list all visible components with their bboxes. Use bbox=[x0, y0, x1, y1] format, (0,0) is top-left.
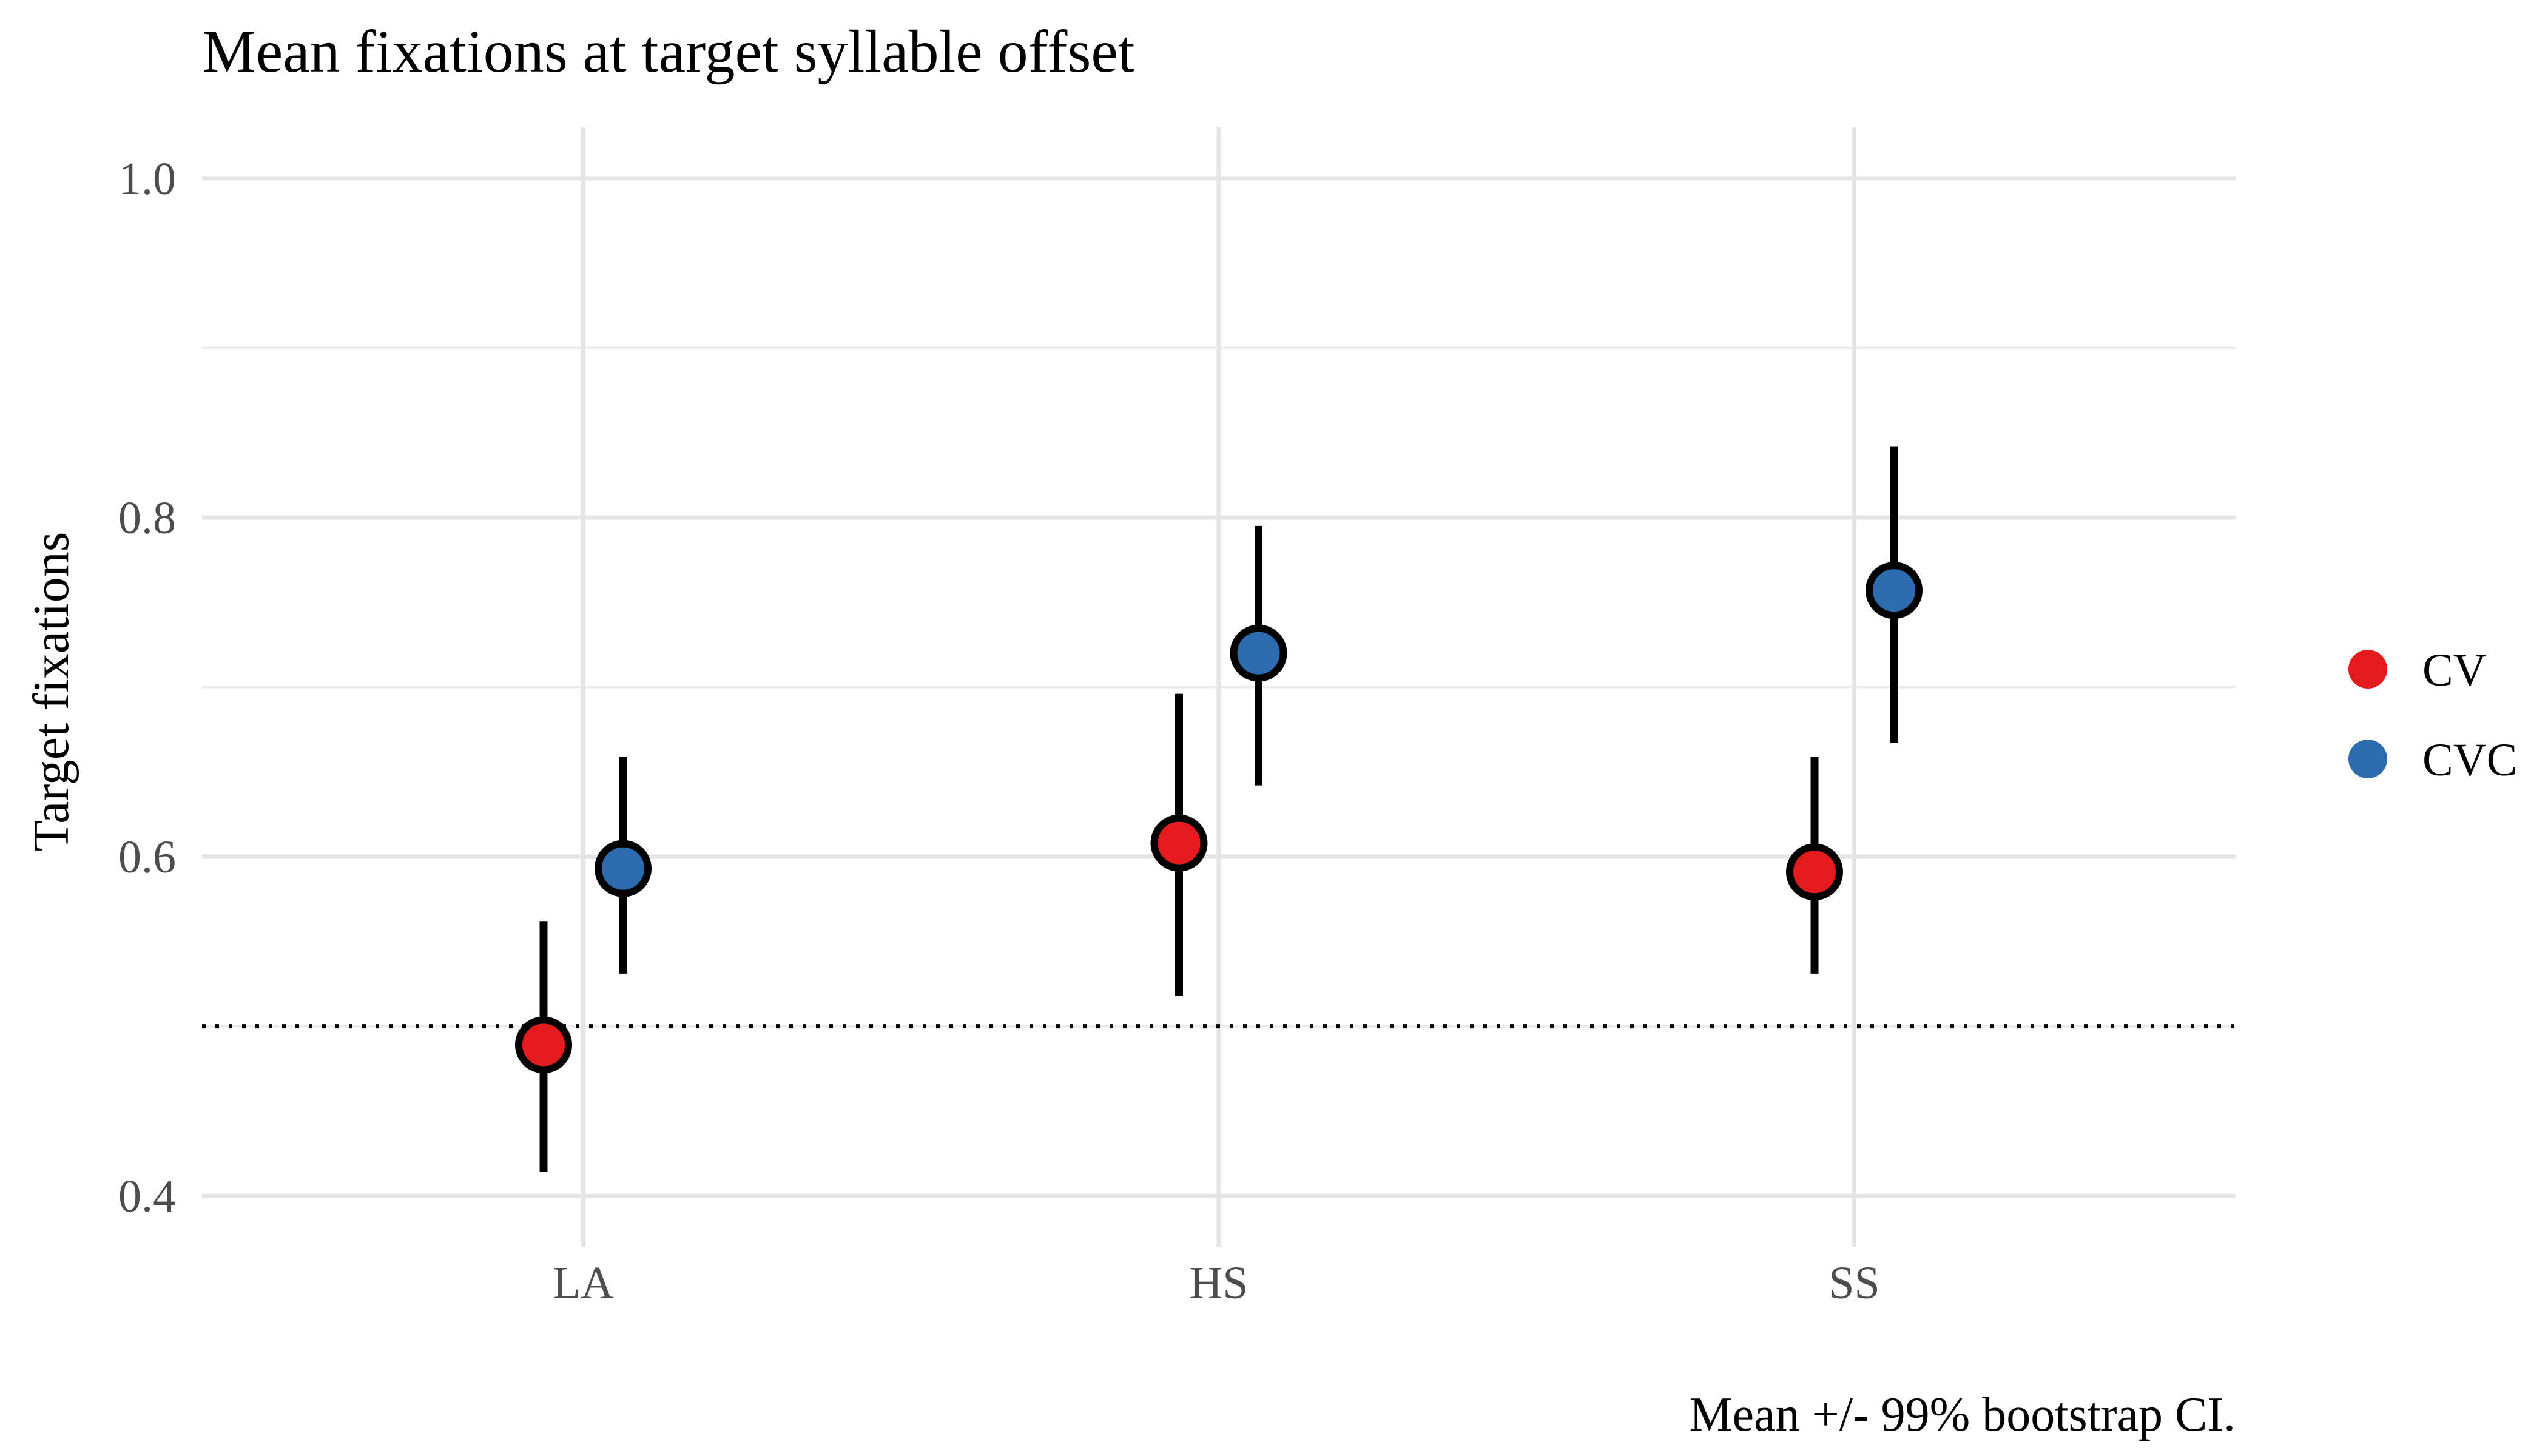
y-tick-label: 0.6 bbox=[118, 832, 176, 883]
legend-marker bbox=[2348, 740, 2387, 778]
x-tick-label: SS bbox=[1828, 1258, 1880, 1309]
chart-title: Mean fixations at target syllable offset bbox=[202, 18, 1135, 85]
y-tick-label: 0.8 bbox=[118, 493, 176, 544]
data-point bbox=[1866, 562, 1923, 619]
legend-marker bbox=[2348, 650, 2387, 689]
legend: CV CVC bbox=[2348, 645, 2517, 786]
legend-label: CVC bbox=[2422, 735, 2517, 786]
y-tick-label: 0.4 bbox=[118, 1171, 176, 1222]
legend-label: CV bbox=[2422, 645, 2487, 696]
x-tick-label: LA bbox=[553, 1258, 614, 1309]
data-point bbox=[515, 1016, 572, 1074]
y-tick-label: 1.0 bbox=[118, 153, 176, 204]
x-tick-label: HS bbox=[1189, 1258, 1248, 1309]
data-point bbox=[1230, 624, 1287, 682]
plot-area: 0.4 0.6 0.8 1.0 LA HS SS bbox=[118, 127, 2236, 1309]
data-point bbox=[1786, 843, 1843, 901]
data-point bbox=[1150, 814, 1208, 872]
data-point bbox=[595, 840, 652, 897]
chart-caption: Mean +/- 99% bootstrap CI. bbox=[1689, 1388, 2236, 1441]
y-axis-label: Target fixations bbox=[23, 532, 79, 852]
